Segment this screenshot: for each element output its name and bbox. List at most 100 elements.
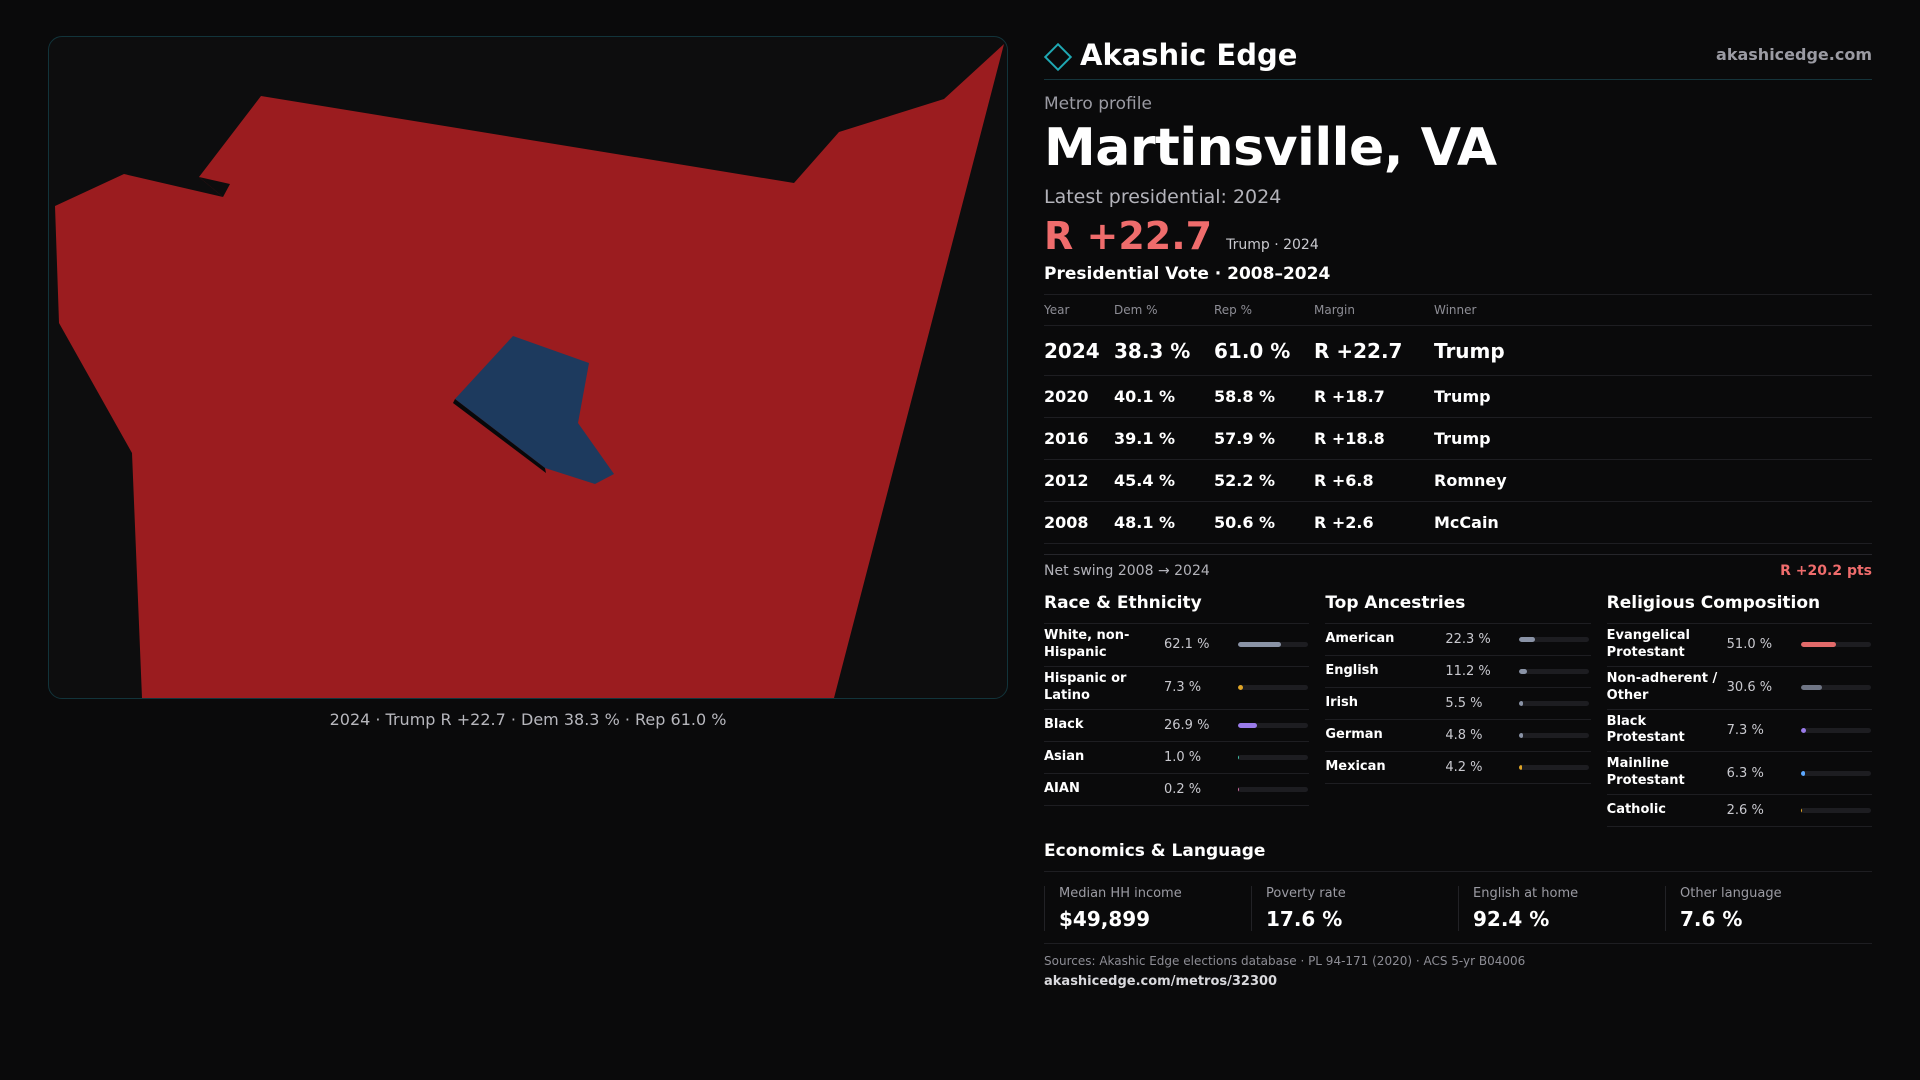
share-bar-fill	[1519, 701, 1524, 706]
item-label: Non-adherent / Other	[1606, 670, 1718, 703]
demographics-grid: Race & Ethnicity White, non-Hispanic 62.1…	[1044, 593, 1872, 828]
share-bar	[1238, 685, 1308, 691]
item-label: Hispanic or Latino	[1044, 670, 1127, 703]
diamond-logo-icon	[1043, 42, 1073, 71]
header: Akashic Edge akashicedge.com	[1043, 30, 1872, 80]
item-value: 4.2 %	[1445, 760, 1483, 775]
econ-label: English at home	[1473, 886, 1579, 902]
list-item: Irish 5.5 %	[1325, 688, 1591, 720]
econ-median-income: Median HH income $49,899	[1044, 886, 1251, 932]
list-item: Catholic 2.6 %	[1606, 795, 1872, 828]
item-value: 11.2 %	[1445, 664, 1491, 679]
net-swing-value: R +20.2 pts	[1780, 563, 1872, 579]
site-domain-link[interactable]: akashicedge.com	[1716, 45, 1872, 64]
share-bar	[1800, 642, 1871, 648]
econ-value: $49,899	[1059, 907, 1151, 932]
item-label: Evangelical Protestant	[1606, 628, 1691, 660]
header-year: Year	[1044, 294, 1114, 326]
cell-winner: Trump	[1434, 325, 1872, 376]
list-item: American 22.3 %	[1325, 624, 1591, 656]
list-item: Mexican 4.2 %	[1325, 752, 1591, 784]
item-value: 5.5 %	[1445, 696, 1483, 711]
econ-label: Poverty rate	[1266, 886, 1346, 902]
cell-dem: 48.1 %	[1114, 501, 1214, 544]
latest-election-label: Latest presidential: 2024	[1044, 186, 1282, 208]
cell-year: 2024	[1044, 325, 1114, 376]
cell-margin: R +22.7	[1314, 325, 1434, 376]
sources-note: Sources: Akashic Edge elections database…	[1044, 943, 1872, 968]
list-item: Non-adherent / Other 30.6 %	[1606, 667, 1872, 710]
cell-dem: 39.1 %	[1114, 417, 1214, 460]
econ-value: 17.6 %	[1266, 907, 1343, 932]
share-bar-fill	[1238, 722, 1257, 728]
econ-english-home: English at home 92.4 %	[1458, 886, 1665, 932]
cell-margin: R +6.8	[1314, 459, 1434, 502]
cell-winner: Trump	[1434, 375, 1872, 418]
table-row: 2012 45.4 % 52.2 % R +6.8 Romney	[1044, 459, 1872, 502]
list-item: Black 26.9 %	[1044, 710, 1310, 742]
share-bar-fill	[1800, 727, 1806, 733]
city-dem-shape[interactable]	[455, 336, 614, 484]
page-url-link[interactable]: akashicedge.com/metros/32300	[1044, 974, 1278, 990]
metro-map[interactable]	[48, 36, 1008, 699]
list-item: Hispanic or Latino 7.3 %	[1044, 667, 1310, 710]
econ-label: Median HH income	[1059, 886, 1182, 902]
city-dem-shadow	[453, 399, 546, 473]
share-bar	[1519, 765, 1590, 770]
cell-rep: 52.2 %	[1214, 459, 1314, 502]
table-row: 2024 38.3 % 61.0 % R +22.7 Trump	[1044, 325, 1872, 376]
item-label: Asian	[1044, 748, 1085, 764]
item-value: 22.3 %	[1445, 632, 1491, 647]
cell-rep: 50.6 %	[1214, 501, 1314, 544]
share-bar-fill	[1800, 685, 1823, 691]
religion-title: Religious Composition	[1606, 593, 1872, 624]
cell-dem: 40.1 %	[1114, 375, 1214, 418]
share-bar-fill	[1519, 733, 1523, 738]
share-bar-fill	[1800, 770, 1806, 776]
share-bar	[1519, 701, 1590, 706]
cell-margin: R +18.8	[1314, 417, 1434, 460]
cell-winner: Trump	[1434, 417, 1872, 460]
net-swing-row: Net swing 2008 → 2024 R +20.2 pts	[1044, 554, 1872, 579]
list-item: Mainline Protestant 6.3 %	[1606, 752, 1872, 796]
share-bar	[1238, 786, 1308, 792]
item-label: Black	[1044, 716, 1084, 732]
item-value: 62.1 %	[1164, 637, 1210, 653]
list-item: Asian 1.0 %	[1044, 742, 1310, 774]
cell-rep: 57.9 %	[1214, 417, 1314, 460]
share-bar	[1800, 727, 1871, 733]
list-item: Evangelical Protestant 51.0 %	[1606, 624, 1872, 667]
vote-table: Year Dem % Rep % Margin Winner 2024 38.3…	[1044, 294, 1872, 544]
econ-other-language: Other language 7.6 %	[1665, 886, 1872, 932]
county-map-svg	[55, 44, 1004, 698]
race-ethnicity-panel: Race & Ethnicity White, non-Hispanic 62.1…	[1044, 593, 1310, 827]
brand-name: Akashic Edge	[1080, 37, 1298, 72]
share-bar-fill	[1800, 808, 1803, 814]
item-label: Catholic	[1606, 802, 1666, 818]
vote-table-header: Year Dem % Rep % Margin Winner	[1044, 294, 1872, 326]
margin-winner-year: Trump · 2024	[1226, 237, 1319, 253]
list-item: German 4.8 %	[1325, 720, 1591, 752]
cell-dem: 38.3 %	[1114, 325, 1214, 376]
cell-rep: 61.0 %	[1214, 325, 1314, 376]
share-bar-fill	[1238, 685, 1244, 691]
share-bar-fill	[1519, 765, 1523, 770]
margin-value: R +22.7	[1044, 214, 1213, 258]
header-margin: Margin	[1314, 294, 1434, 326]
ancestries-panel: Top Ancestries American 22.3 % English 11.2…	[1325, 593, 1591, 827]
share-bar-fill	[1519, 669, 1528, 674]
share-bar-fill	[1800, 642, 1837, 648]
share-bar-fill	[1238, 754, 1240, 760]
brand[interactable]: Akashic Edge	[1043, 37, 1298, 72]
item-value: 6.3 %	[1726, 765, 1764, 781]
share-bar	[1238, 642, 1308, 648]
item-label: Mexican	[1325, 759, 1386, 775]
race-ethnicity-title: Race & Ethnicity	[1044, 593, 1310, 624]
page-eyebrow: Metro profile	[1044, 94, 1152, 114]
list-item: AIAN 0.2 %	[1044, 774, 1310, 806]
econ-value: 7.6 %	[1680, 907, 1743, 932]
ancestries-title: Top Ancestries	[1325, 593, 1591, 624]
item-value: 4.8 %	[1445, 728, 1483, 743]
econ-value: 92.4 %	[1473, 907, 1550, 932]
item-label: White, non-Hispanic	[1044, 628, 1130, 660]
